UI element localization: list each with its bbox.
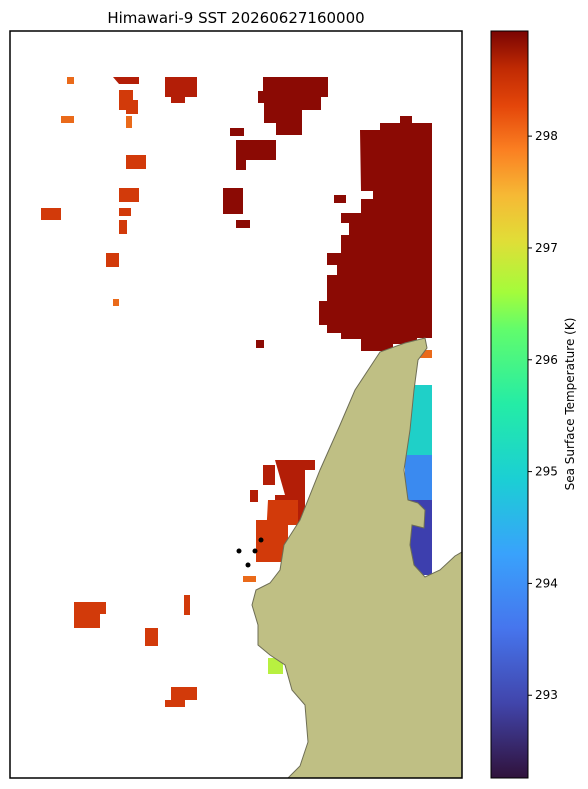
colorbar-tick-label: 297	[535, 241, 558, 255]
sst-pixels	[41, 77, 432, 707]
station-markers	[236, 537, 264, 568]
colorbar-tick-label: 294	[535, 576, 558, 590]
colorbar-tick-label: 293	[535, 688, 558, 702]
colorbar-tick-label: 296	[535, 353, 558, 367]
map-frame	[9, 30, 463, 779]
colorbar-label: Sea Surface Temperature (K)	[563, 318, 577, 491]
land	[251, 337, 462, 778]
map-title: Himawari-9 SST 20260627160000	[107, 9, 364, 27]
colorbar-tick-label: 298	[535, 129, 558, 143]
colorbar	[490, 30, 529, 779]
colorbar-tick-label: 295	[535, 465, 558, 479]
